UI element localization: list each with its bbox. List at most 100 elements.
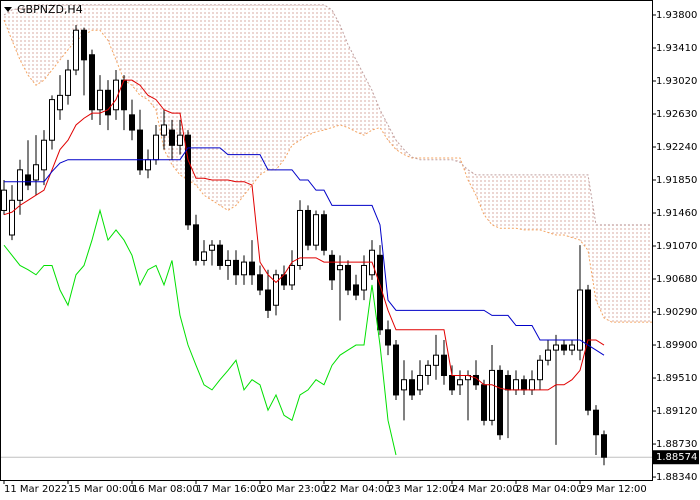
indicator-line [3, 208, 397, 456]
candle-body [105, 89, 111, 116]
indicator-line [3, 79, 605, 391]
plot-frame [0, 0, 653, 481]
candle-body [113, 79, 119, 111]
candle-body [313, 214, 319, 246]
candle-body [561, 344, 567, 351]
candle-body [89, 54, 95, 111]
candle-body [129, 114, 135, 131]
plot-area [0, 4, 652, 466]
x-tick-label: 22 Mar 04:00 [324, 484, 391, 495]
y-tick-label: 1.89120 [656, 406, 697, 417]
candle-body [225, 259, 231, 266]
candle-body [553, 344, 559, 351]
candle-body [289, 264, 295, 286]
chart-title: GBPNZD,H4 [17, 3, 83, 16]
x-tick-label: 29 Mar 12:00 [580, 484, 647, 495]
cloud-fill [4, 4, 652, 323]
candle-body [569, 344, 575, 351]
candle-body [353, 284, 359, 296]
x-tick-label: 16 Mar 08:00 [132, 484, 199, 495]
x-tick-label: 15 Mar 00:00 [68, 484, 135, 495]
candle-body [401, 379, 407, 391]
indicator-line [4, 147, 605, 356]
candle-body [481, 384, 487, 421]
candle-body [169, 129, 175, 146]
candle-body [257, 274, 263, 291]
y-tick-label: 1.88730 [656, 439, 697, 450]
candle-body [17, 169, 23, 201]
candle-body [601, 434, 607, 458]
candle-body [33, 164, 39, 181]
y-tick-label: 1.89900 [656, 340, 697, 351]
span-b-line [3, 4, 652, 226]
candle-body [385, 329, 391, 346]
candle-body [425, 364, 431, 376]
candle-body [57, 94, 63, 111]
candle-body [233, 259, 239, 276]
candle-body [65, 69, 71, 96]
candle-body [409, 379, 415, 396]
candle-body [441, 354, 447, 376]
x-tick-label: 23 Mar 12:00 [388, 484, 455, 495]
x-tick-label: 11 Mar 2022 [4, 484, 67, 495]
candle-body [177, 134, 183, 146]
y-tick-label: 1.93410 [656, 43, 697, 54]
y-tick-label: 1.92240 [656, 142, 697, 153]
y-tick-label: 1.91460 [656, 208, 697, 219]
candle-body [97, 89, 103, 111]
candle-body [377, 254, 383, 331]
candle-body [393, 344, 399, 396]
candle-body [345, 264, 351, 291]
candle-body [521, 379, 527, 391]
candle-body [81, 29, 87, 61]
x-tick-label: 17 Mar 16:00 [196, 484, 263, 495]
candle-body [209, 244, 215, 251]
y-tick-label: 1.90290 [656, 307, 697, 318]
candle-body [585, 289, 591, 411]
candle-body [137, 129, 143, 171]
span-a-line [3, 19, 652, 323]
candle-body [537, 359, 543, 381]
candle-body [249, 261, 255, 276]
candle-body [577, 289, 583, 351]
x-tick-label: 24 Mar 20:00 [452, 484, 519, 495]
candle-body [337, 264, 343, 271]
x-tick-label: 28 Mar 04:00 [516, 484, 583, 495]
candle-body [73, 29, 79, 71]
candle-body [297, 209, 303, 266]
y-tick-label: 1.93020 [656, 76, 697, 87]
candle-body [449, 374, 455, 391]
candle-body [217, 244, 223, 266]
candle-body [49, 99, 55, 141]
candle-body [305, 209, 311, 246]
candle-body [321, 214, 327, 251]
candle-body [433, 354, 439, 366]
candle-body [529, 379, 535, 391]
last-price-box [653, 450, 699, 465]
candle-body [361, 264, 367, 291]
candle-body [417, 374, 423, 391]
candle-body [193, 224, 199, 261]
x-tick-label: 20 Mar 23:00 [260, 484, 327, 495]
candle-body [1, 189, 7, 211]
candle-body [593, 409, 599, 436]
y-tick-label: 1.90680 [656, 274, 697, 285]
candle-body [513, 379, 519, 391]
y-tick-label: 1.91850 [656, 175, 697, 186]
candle-body [201, 251, 207, 261]
y-tick-label: 1.88340 [656, 472, 697, 483]
candle-body [273, 274, 279, 306]
y-tick-label: 1.93800 [656, 10, 697, 21]
candle-body [161, 124, 167, 136]
candle-body [145, 159, 151, 171]
y-tick-label: 1.89510 [656, 373, 697, 384]
candle-body [153, 134, 159, 161]
last-price-label: 1.88574 [656, 452, 697, 463]
candle-body [265, 289, 271, 311]
candle-body [9, 199, 15, 236]
menu-arrow [4, 7, 12, 12]
candle-body [185, 134, 191, 226]
y-tick-label: 1.91070 [656, 241, 697, 252]
candle-body [497, 369, 503, 436]
